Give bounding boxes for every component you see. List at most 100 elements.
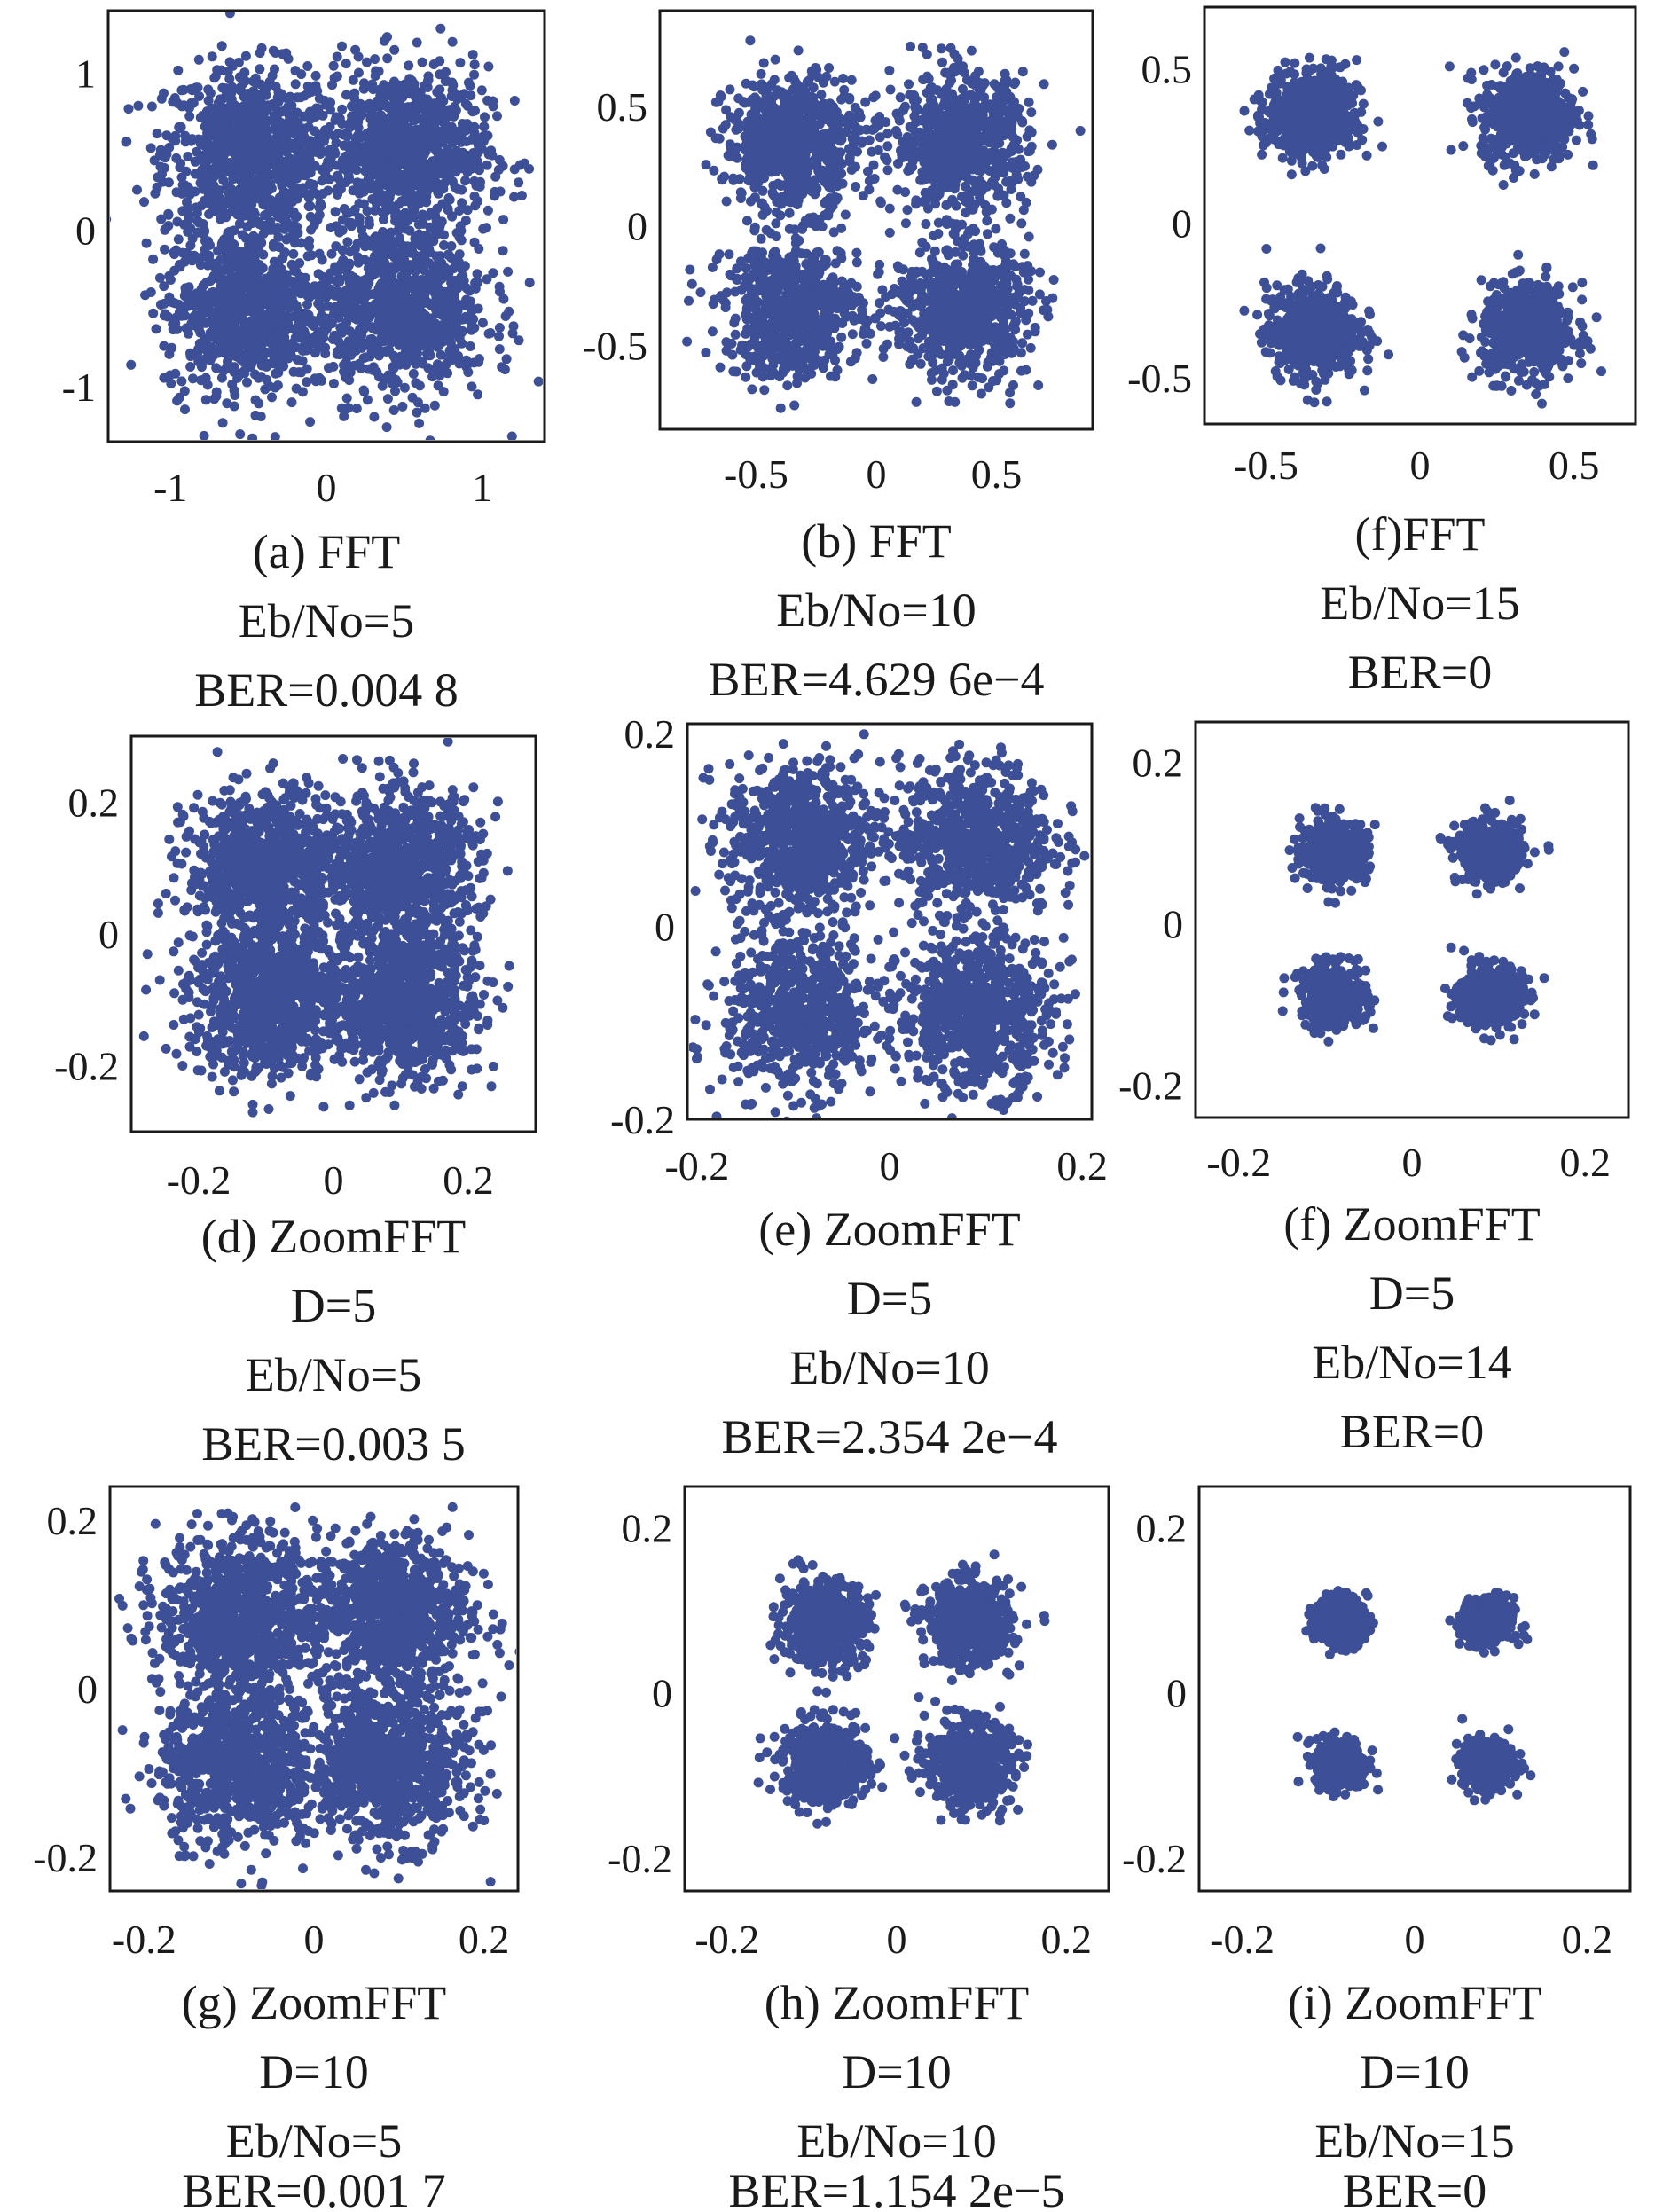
data-point — [494, 154, 505, 165]
data-point — [341, 393, 352, 404]
data-point — [227, 82, 238, 92]
data-point — [414, 380, 425, 391]
data-point — [493, 165, 504, 175]
data-point — [281, 310, 292, 321]
data-point — [446, 241, 457, 251]
data-point — [273, 231, 284, 242]
data-point — [247, 433, 258, 440]
data-point — [900, 187, 911, 198]
data-point — [332, 71, 342, 82]
data-point — [943, 165, 953, 176]
data-point — [236, 171, 247, 182]
data-point — [339, 204, 349, 214]
data-point — [315, 314, 326, 325]
data-point — [982, 216, 992, 226]
data-point — [864, 135, 875, 145]
data-point — [433, 380, 443, 391]
data-point — [880, 152, 890, 162]
data-point — [501, 354, 512, 365]
data-point — [953, 110, 964, 121]
data-point — [400, 224, 411, 234]
data-point — [925, 95, 936, 106]
data-point — [159, 88, 169, 98]
data-point — [463, 367, 474, 378]
data-point — [275, 265, 286, 276]
data-point — [371, 345, 380, 356]
data-point — [774, 127, 784, 137]
data-point — [443, 148, 453, 158]
data-point — [197, 251, 208, 262]
data-point — [145, 143, 156, 153]
data-point — [508, 321, 519, 332]
data-point — [828, 193, 838, 204]
data-point — [198, 294, 208, 304]
data-point — [351, 184, 362, 195]
data-point — [413, 288, 423, 299]
data-point — [977, 132, 988, 143]
data-point — [341, 59, 351, 69]
data-point — [357, 342, 367, 353]
data-point — [149, 155, 160, 166]
data-point — [231, 131, 241, 141]
data-point — [314, 202, 325, 213]
data-point — [393, 114, 404, 125]
data-point — [370, 262, 380, 272]
data-point — [211, 363, 222, 373]
data-point — [454, 249, 465, 260]
data-point — [159, 281, 169, 292]
data-point — [289, 232, 299, 243]
data-point — [237, 230, 247, 240]
data-point — [934, 189, 945, 200]
y-tick-label: 1 — [75, 51, 96, 97]
data-point — [514, 335, 524, 346]
data-point — [451, 228, 462, 239]
data-point — [851, 182, 861, 192]
data-point — [454, 206, 465, 216]
data-point — [953, 132, 964, 143]
data-point — [909, 145, 920, 155]
data-point — [802, 160, 812, 170]
data-point — [767, 187, 778, 198]
data-point — [418, 164, 428, 175]
data-point — [799, 133, 810, 144]
data-point — [328, 379, 339, 388]
data-point — [425, 338, 435, 349]
data-point — [770, 54, 780, 65]
data-point — [782, 380, 793, 391]
data-point — [221, 212, 231, 223]
data-point — [394, 185, 404, 196]
data-point — [982, 116, 992, 127]
data-point — [918, 75, 929, 85]
data-point — [228, 174, 239, 184]
data-point — [500, 311, 511, 321]
data-point — [467, 106, 478, 117]
data-point — [223, 132, 233, 143]
data-point — [349, 338, 359, 349]
data-point — [363, 147, 373, 158]
data-point — [200, 195, 210, 206]
scatter-points — [682, 35, 1086, 413]
data-point — [429, 287, 440, 298]
data-point — [346, 144, 357, 154]
data-point — [242, 377, 252, 388]
subplot-caption: (a) FFT — [253, 525, 400, 578]
data-point — [230, 311, 240, 321]
data-point — [163, 208, 174, 219]
data-point — [443, 161, 453, 171]
data-point — [214, 135, 224, 145]
data-point — [469, 122, 480, 132]
data-point — [455, 277, 466, 286]
data-point — [299, 111, 310, 122]
data-point — [223, 326, 233, 337]
data-point — [151, 324, 161, 334]
data-point — [432, 203, 443, 214]
data-point — [381, 422, 392, 433]
data-point — [899, 152, 910, 162]
data-point — [884, 65, 895, 75]
data-point — [777, 151, 788, 161]
data-point — [769, 107, 780, 117]
data-point — [765, 164, 776, 175]
data-point — [867, 374, 878, 384]
data-point — [316, 145, 326, 156]
data-point — [428, 163, 438, 173]
